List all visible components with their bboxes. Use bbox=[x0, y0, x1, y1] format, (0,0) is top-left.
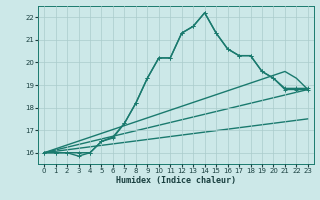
X-axis label: Humidex (Indice chaleur): Humidex (Indice chaleur) bbox=[116, 176, 236, 185]
